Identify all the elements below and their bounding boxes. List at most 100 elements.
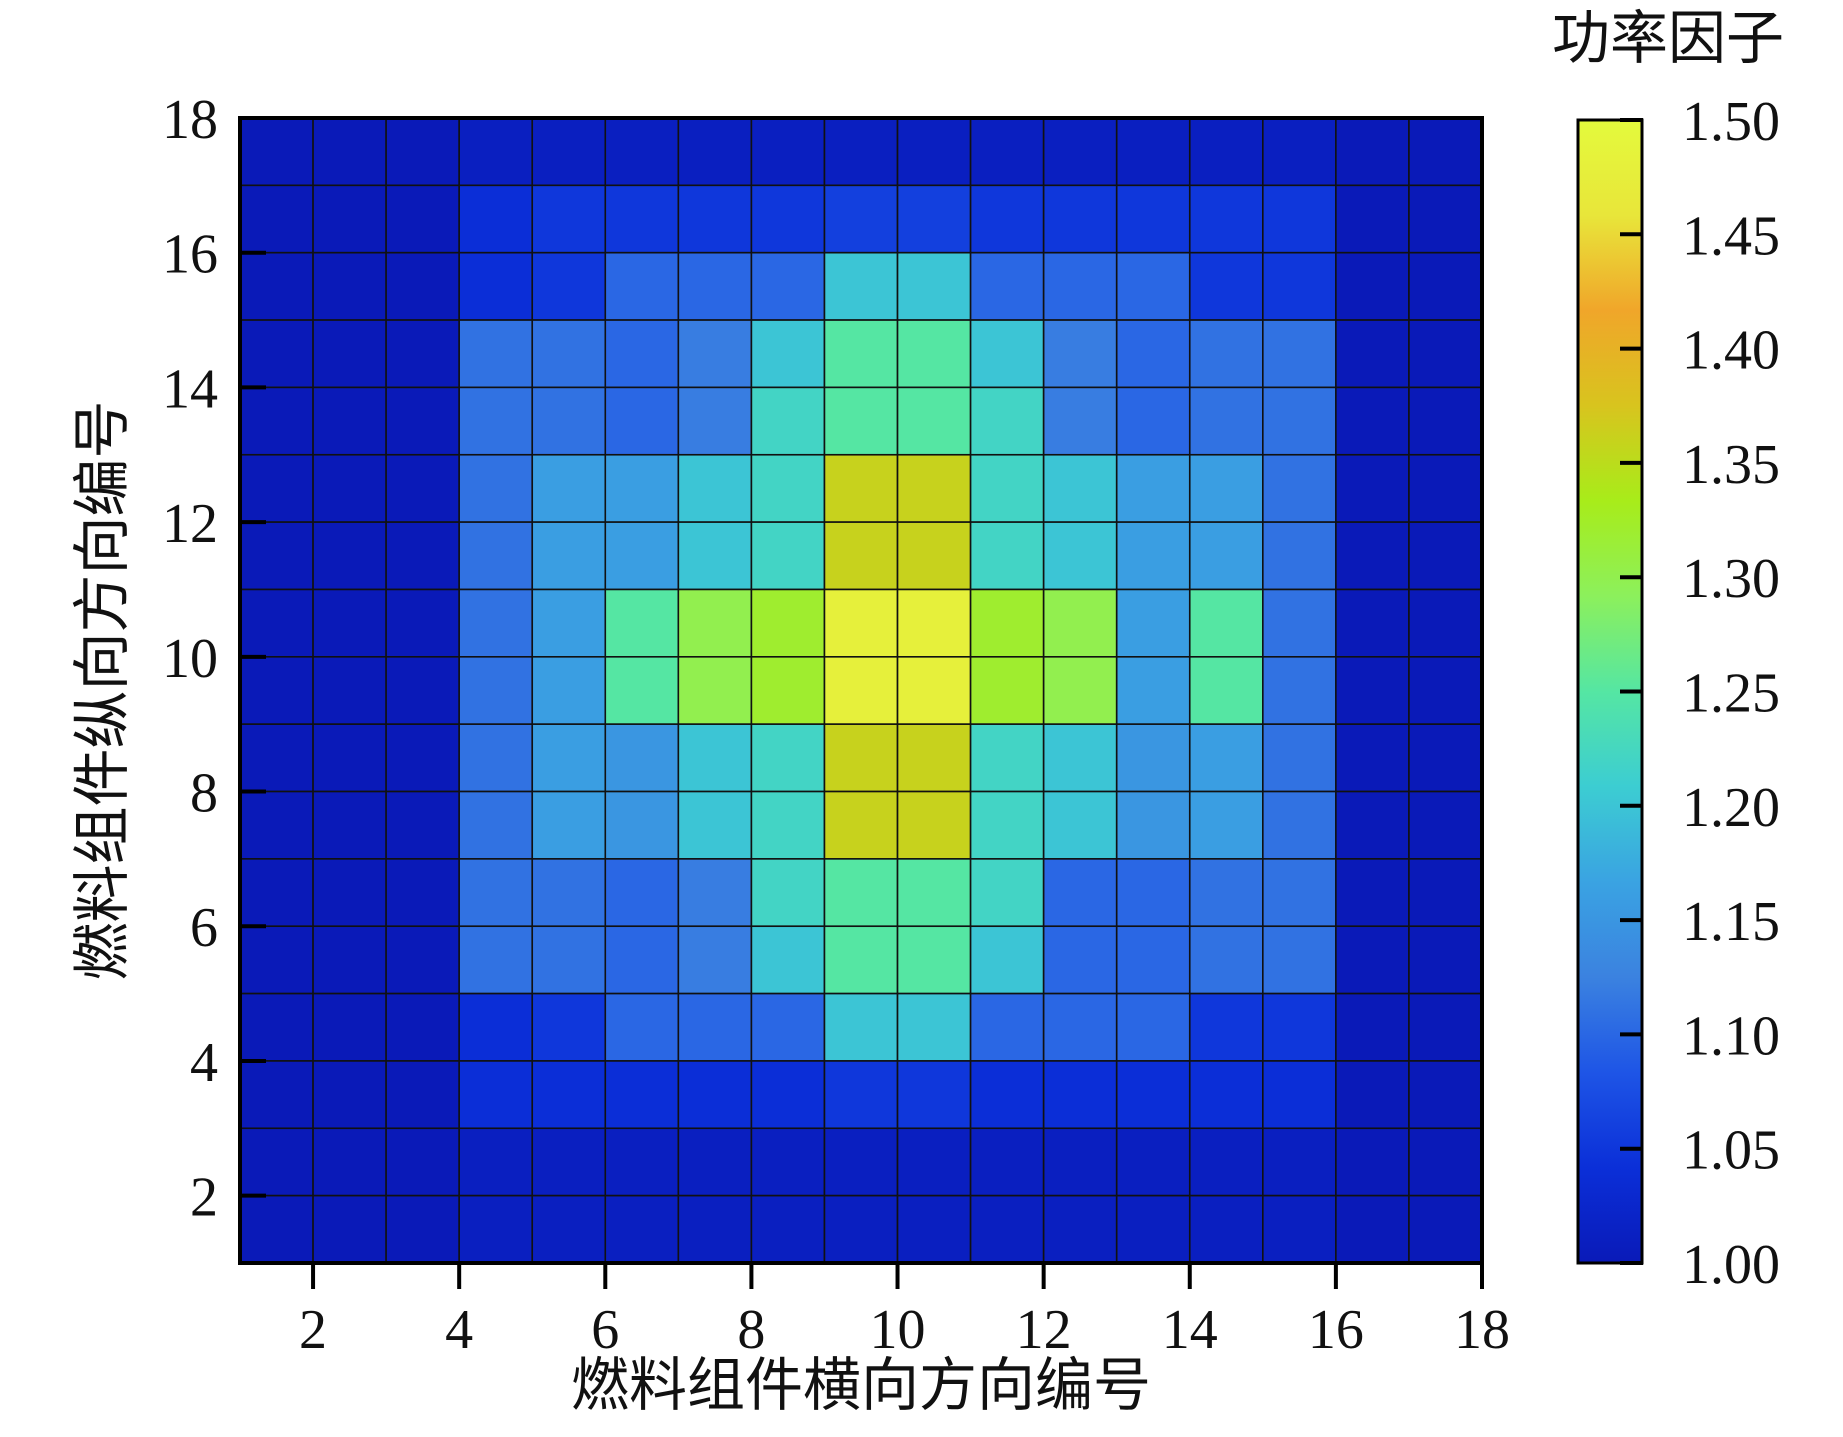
- heatmap-cell: [1335, 1127, 1410, 1197]
- heatmap-cell: [750, 858, 826, 928]
- heatmap-cell: [750, 992, 826, 1062]
- heatmap-cell: [823, 1060, 899, 1130]
- heatmap-cell: [1335, 925, 1410, 995]
- heatmap-cell: [677, 588, 753, 658]
- heatmap-cell: [604, 251, 680, 321]
- heatmap-cell: [750, 790, 826, 860]
- heatmap-cell: [1335, 521, 1410, 591]
- heatmap-cell: [969, 1060, 1045, 1130]
- heatmap-cells: [239, 117, 1483, 1264]
- heatmap-cell: [1335, 723, 1410, 793]
- heatmap-cell: [1262, 858, 1337, 928]
- heatmap-cell: [1262, 1060, 1337, 1130]
- heatmap-cell: [969, 790, 1045, 860]
- colorbar-tick-label: 1.15: [1682, 891, 1780, 953]
- heatmap-cell: [531, 858, 607, 928]
- heatmap-cell: [1042, 992, 1118, 1062]
- y-tick-label: 6: [190, 897, 218, 959]
- heatmap-cell: [1262, 723, 1337, 793]
- heatmap-cell: [823, 925, 899, 995]
- heatmap-cell: [750, 319, 826, 389]
- heatmap-cell: [312, 453, 387, 523]
- heatmap-cell: [823, 184, 899, 254]
- heatmap-cell: [1408, 386, 1483, 456]
- heatmap-cell: [531, 453, 607, 523]
- y-tick-label: 10: [162, 628, 218, 690]
- heatmap-cell: [1115, 251, 1191, 321]
- heatmap-cell: [1188, 184, 1264, 254]
- heatmap-cell: [677, 790, 753, 860]
- heatmap-cell: [312, 992, 387, 1062]
- colorbar-gradient: [1576, 118, 1644, 1265]
- heatmap-cell: [239, 521, 314, 591]
- heatmap-cell: [1408, 319, 1483, 389]
- heatmap-cell: [896, 992, 972, 1062]
- heatmap-cell: [677, 453, 753, 523]
- heatmap-cell: [312, 723, 387, 793]
- heatmap-cell: [385, 858, 460, 928]
- heatmap-cell: [823, 1194, 899, 1264]
- heatmap-cell: [385, 1060, 460, 1130]
- heatmap-cell: [1188, 319, 1264, 389]
- heatmap-cell: [1115, 992, 1191, 1062]
- y-tick-label: 18: [162, 89, 218, 151]
- heatmap-cell: [896, 858, 972, 928]
- heatmap-cell: [458, 251, 534, 321]
- heatmap-cell: [1042, 1127, 1118, 1197]
- heatmap-cell: [604, 588, 680, 658]
- heatmap-cell: [1335, 656, 1410, 725]
- heatmap-cell: [239, 925, 314, 995]
- heatmap-cell: [969, 1127, 1045, 1197]
- y-tick-label: 2: [190, 1167, 218, 1229]
- heatmap-cell: [969, 588, 1045, 658]
- heatmap-cell: [896, 117, 972, 187]
- heatmap-cell: [531, 1194, 607, 1264]
- heatmap-cell: [896, 588, 972, 658]
- heatmap-cell: [1042, 386, 1118, 456]
- heatmap-cell: [896, 723, 972, 793]
- heatmap-cell: [604, 790, 680, 860]
- colorbar-ticks: 1.00 1.05 1.10 1.15 1.20 1.25 1.30 1.35 1.40 1.45…: [1620, 91, 1780, 1296]
- heatmap-cell: [1408, 790, 1483, 860]
- heatmap-cell: [385, 184, 460, 254]
- heatmap-cell: [1262, 925, 1337, 995]
- heatmap-cell: [1262, 1194, 1337, 1264]
- heatmap-cell: [604, 117, 680, 187]
- heatmap-cell: [1042, 723, 1118, 793]
- heatmap-cell: [1115, 656, 1191, 725]
- heatmap-cell: [531, 723, 607, 793]
- heatmap-cell: [385, 790, 460, 860]
- x-tick-label: 10: [870, 1299, 926, 1361]
- heatmap-cell: [1042, 588, 1118, 658]
- heatmap-cell: [1335, 588, 1410, 658]
- heatmap-cell: [239, 1194, 314, 1264]
- heatmap-cell: [1188, 723, 1264, 793]
- heatmap-cell: [1115, 588, 1191, 658]
- y-tick-label: 12: [162, 493, 218, 555]
- heatmap-cell: [1408, 117, 1483, 187]
- heatmap-cell: [458, 184, 534, 254]
- heatmap-cell: [750, 184, 826, 254]
- heatmap-cell: [239, 790, 314, 860]
- heatmap-cell: [969, 521, 1045, 591]
- heatmap-cell: [239, 1060, 314, 1130]
- heatmap-cell: [896, 1060, 972, 1130]
- heatmap-cell: [458, 588, 534, 658]
- heatmap-cell: [239, 453, 314, 523]
- heatmap-cell: [458, 117, 534, 187]
- heatmap-cell: [1115, 1060, 1191, 1130]
- heatmap-cell: [1115, 1127, 1191, 1197]
- heatmap-cell: [677, 184, 753, 254]
- heatmap-cell: [823, 992, 899, 1062]
- heatmap-cell: [1188, 1194, 1264, 1264]
- heatmap-cell: [1042, 184, 1118, 254]
- heatmap-cell: [1188, 453, 1264, 523]
- heatmap-cell: [531, 1127, 607, 1197]
- heatmap-cell: [458, 1194, 534, 1264]
- heatmap-cell: [312, 925, 387, 995]
- heatmap-cell: [385, 319, 460, 389]
- heatmap-cell: [1262, 117, 1337, 187]
- heatmap-cell: [750, 656, 826, 725]
- heatmap-cell: [458, 656, 534, 725]
- heatmap-cell: [239, 588, 314, 658]
